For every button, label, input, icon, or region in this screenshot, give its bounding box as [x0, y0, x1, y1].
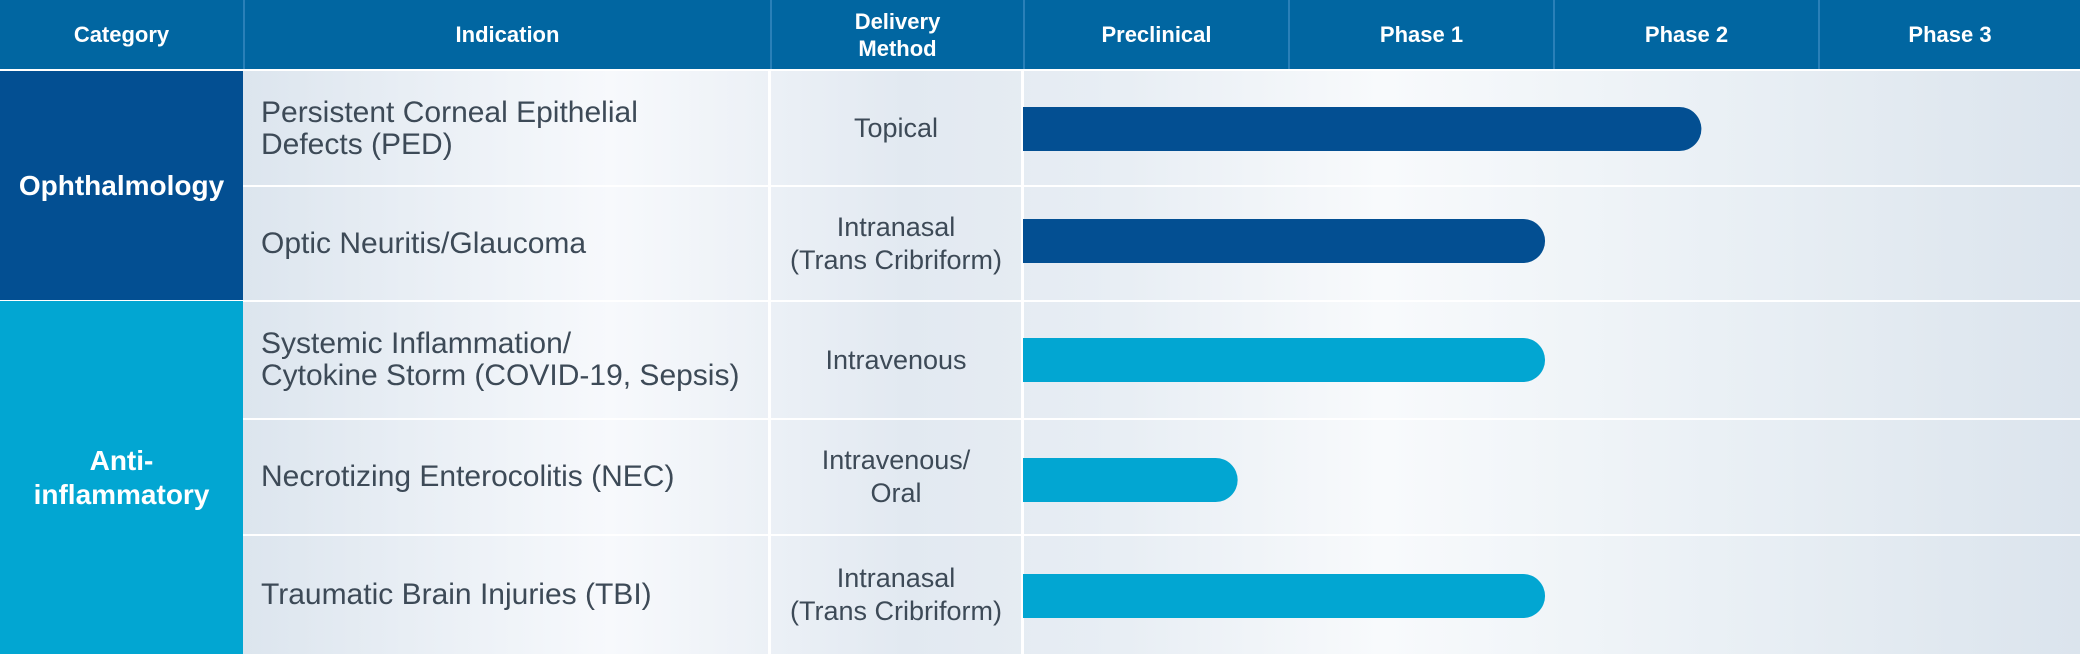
- phase-label: Preclinical: [1101, 22, 1212, 47]
- indication-label: Necrotizing Enterocolitis (NEC): [261, 460, 675, 493]
- row-divider: [243, 300, 2080, 302]
- header-delivery-label: Delivery Method: [854, 8, 941, 61]
- indication-optic-neuritis: Optic Neuritis/Glaucoma: [261, 186, 771, 301]
- delivery-systemic-inflammation: Intravenous: [770, 301, 1022, 419]
- indication-label: Optic Neuritis/Glaucoma: [261, 226, 587, 260]
- indication-label: Persistent Corneal Epithelial Defects (P…: [261, 95, 638, 161]
- delivery-label: Intranasal (Trans Cribriform): [790, 562, 1002, 626]
- category-anti-inflammatory: Anti- inflammatory: [0, 301, 243, 654]
- delivery-tbi: Intranasal (Trans Cribriform): [770, 535, 1022, 654]
- indication-label: Traumatic Brain Injuries (TBI): [261, 577, 652, 611]
- column-divider: [1021, 69, 1024, 654]
- header-phase-3: Phase 3: [1818, 0, 2080, 69]
- delivery-label: Intranasal (Trans Cribriform): [790, 211, 1002, 275]
- header-category: Category: [0, 0, 243, 69]
- header-indication-label: Indication: [455, 22, 560, 47]
- delivery-label: Intravenous: [825, 344, 967, 375]
- row-divider: [243, 185, 2080, 187]
- category-label: Ophthalmology: [18, 169, 225, 201]
- delivery-optic-neuritis: Intranasal (Trans Cribriform): [770, 186, 1022, 301]
- progress-bar-1: [1023, 107, 1702, 151]
- progress-bar-5: [1023, 574, 1546, 618]
- indication-tbi: Traumatic Brain Injuries (TBI): [261, 535, 771, 654]
- header-phase-1: Phase 1: [1288, 0, 1553, 69]
- column-divider: [768, 69, 771, 654]
- indication-nec: Necrotizing Enterocolitis (NEC): [261, 419, 771, 535]
- phase-label: Phase 1: [1379, 22, 1464, 47]
- header-phase-2: Phase 2: [1553, 0, 1818, 69]
- header-indication: Indication: [243, 0, 770, 69]
- delivery-label: Topical: [853, 113, 939, 143]
- row-divider: [243, 534, 2080, 536]
- indication-label: Systemic Inflammation/ Cytokine Storm (C…: [261, 327, 740, 392]
- progress-bar-4: [1023, 458, 1238, 502]
- header-delivery: Delivery Method: [770, 0, 1023, 69]
- row-divider: [243, 418, 2080, 420]
- progress-bar-3: [1023, 338, 1546, 382]
- delivery-nec: Intravenous/ Oral: [770, 419, 1022, 535]
- delivery-label: Intravenous/ Oral: [821, 445, 971, 508]
- phase-label: Phase 3: [1908, 22, 1992, 47]
- header-category-label: Category: [73, 22, 170, 47]
- progress-bar-2: [1023, 219, 1546, 263]
- category-label: Anti- inflammatory: [33, 444, 210, 510]
- category-ophthalmology: Ophthalmology: [0, 71, 243, 300]
- indication-systemic-inflammation: Systemic Inflammation/ Cytokine Storm (C…: [261, 301, 771, 419]
- indication-ped: Persistent Corneal Epithelial Defects (P…: [261, 71, 771, 186]
- delivery-ped: Topical: [770, 71, 1022, 186]
- phase-label: Phase 2: [1644, 22, 1729, 47]
- header-phase-preclinical: Preclinical: [1023, 0, 1288, 69]
